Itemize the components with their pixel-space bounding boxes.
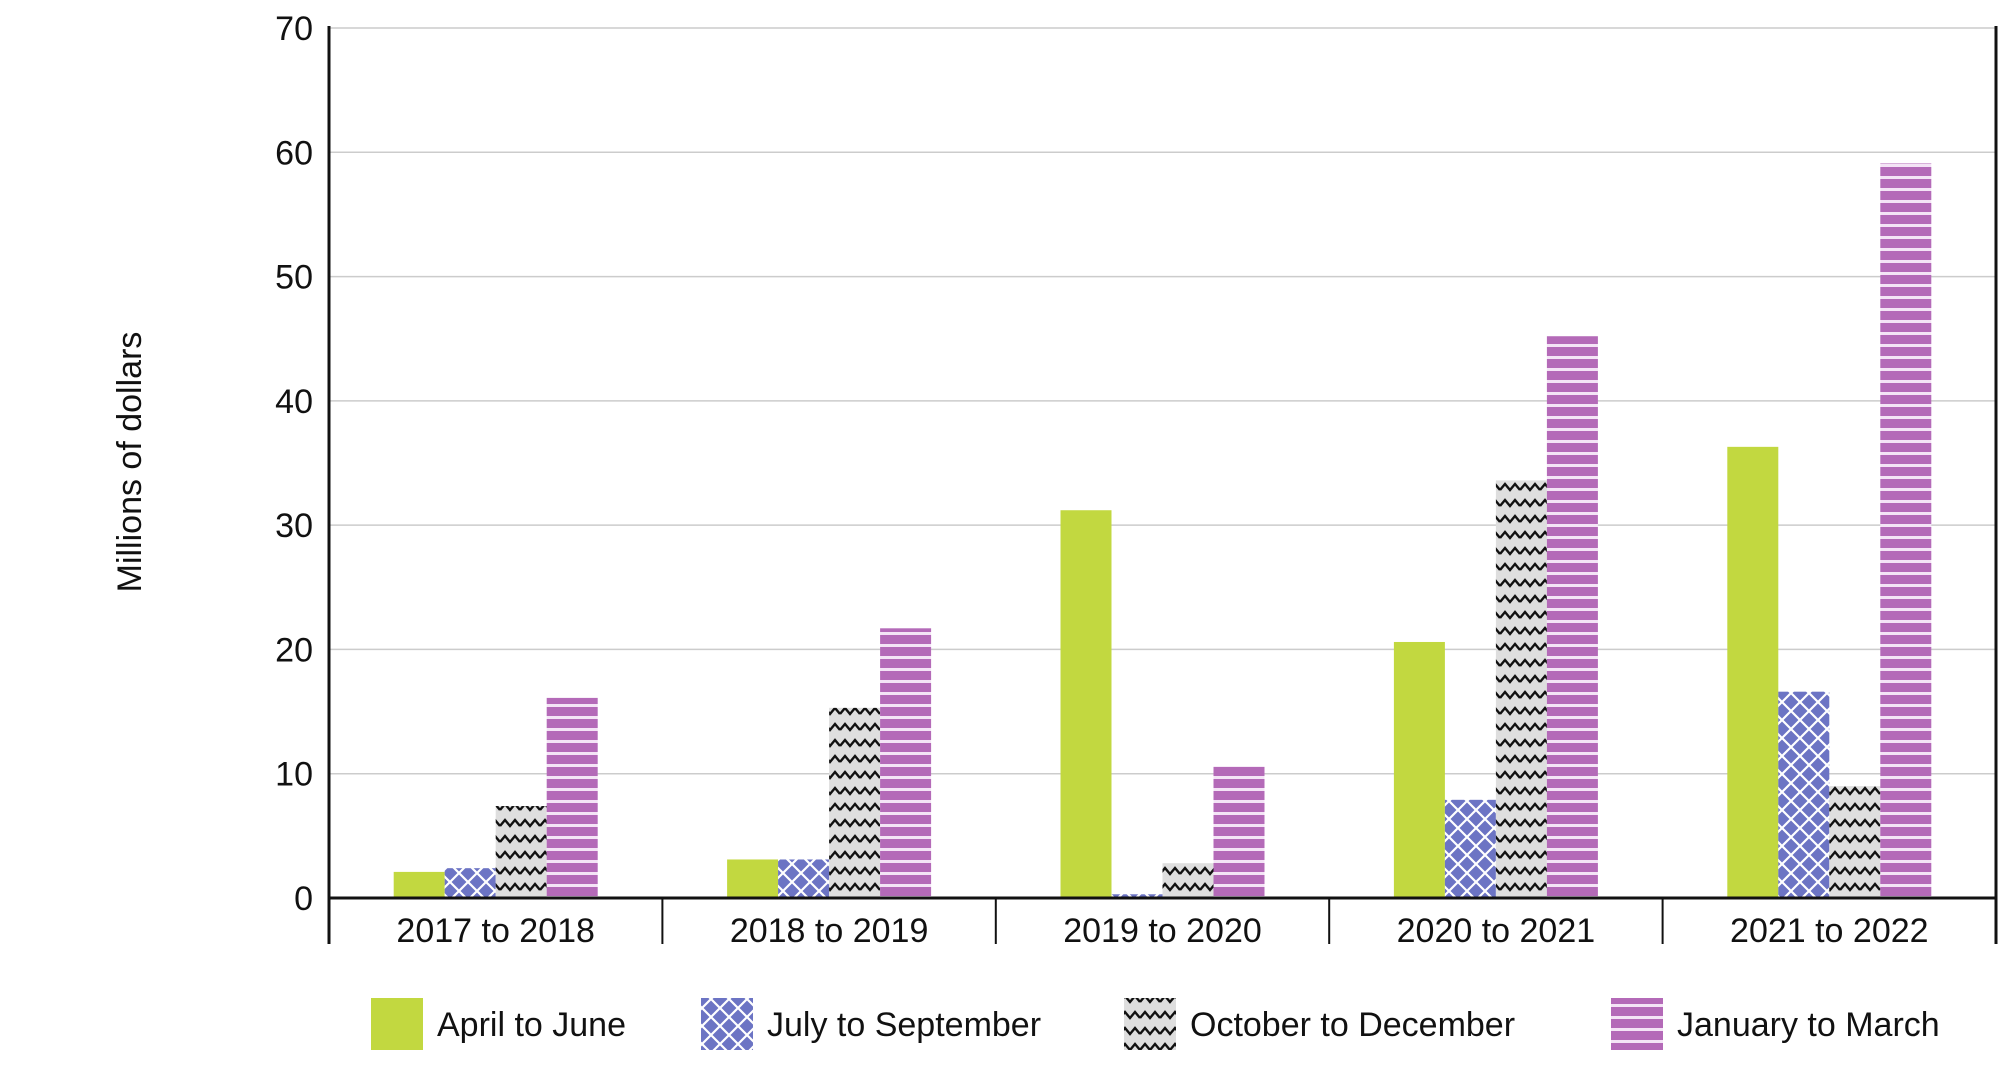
bar-april-to-june-5 (1727, 446, 1779, 898)
bar-april-to-june-2 (727, 859, 779, 898)
x-tick-label: 2018 to 2019 (730, 912, 929, 950)
y-tick-label: 10 (275, 756, 313, 794)
bar-july-to-september-1 (444, 868, 496, 898)
x-tick-label: 2020 to 2021 (1397, 912, 1596, 950)
bars (393, 163, 1932, 898)
bar-october-to-december-1 (495, 806, 547, 898)
bar-october-to-december-2 (829, 707, 881, 898)
bar-october-to-december-5 (1829, 786, 1881, 898)
y-tick-label: 70 (275, 10, 313, 48)
bar-october-to-december-4 (1495, 480, 1547, 898)
y-axis-title: Millions of dollars (111, 332, 149, 593)
bar-january-to-march-3 (1213, 766, 1265, 898)
bar-april-to-june-3 (1060, 510, 1112, 898)
bar-july-to-september-5 (1778, 691, 1830, 898)
bar-july-to-september-3 (1111, 894, 1163, 898)
bar-january-to-march-5 (1880, 163, 1932, 898)
y-tick-label: 60 (275, 134, 313, 172)
bar-april-to-june-4 (1393, 641, 1445, 898)
x-tick-label: 2021 to 2022 (1730, 912, 1929, 950)
y-tick-label: 20 (275, 631, 313, 669)
legend-label: July to September (767, 1006, 1041, 1044)
bar-october-to-december-3 (1162, 863, 1214, 898)
y-tick-label: 30 (275, 507, 313, 545)
legend-label: January to March (1677, 1006, 1940, 1044)
legend-swatch (1124, 998, 1176, 1050)
bar-july-to-september-2 (778, 859, 830, 898)
bar-april-to-june-1 (393, 871, 445, 898)
bar-january-to-march-4 (1546, 336, 1598, 898)
y-tick-label: 50 (275, 259, 313, 297)
legend-swatch (701, 998, 753, 1050)
x-tick-label: 2017 to 2018 (396, 912, 595, 950)
axes (327, 26, 1998, 944)
x-axis-ticks: 2017 to 2018 2018 to 2019 2019 to 2020 2020… (396, 912, 1928, 950)
bar-july-to-september-4 (1444, 799, 1496, 898)
legend-swatch (371, 998, 423, 1050)
legend: April to June July to September October to… (371, 998, 1940, 1050)
bar-january-to-march-1 (546, 697, 598, 898)
y-axis-ticks: 0 10 20 30 40 50 60 70 (275, 10, 313, 918)
x-tick-label: 2019 to 2020 (1063, 912, 1262, 950)
bar-january-to-march-2 (880, 628, 932, 898)
y-tick-label: 0 (294, 880, 313, 918)
legend-swatch (1611, 998, 1663, 1050)
y-tick-label: 40 (275, 383, 313, 421)
legend-label: October to December (1190, 1006, 1515, 1044)
legend-label: April to June (437, 1006, 626, 1044)
gridlines (329, 27, 1996, 775)
